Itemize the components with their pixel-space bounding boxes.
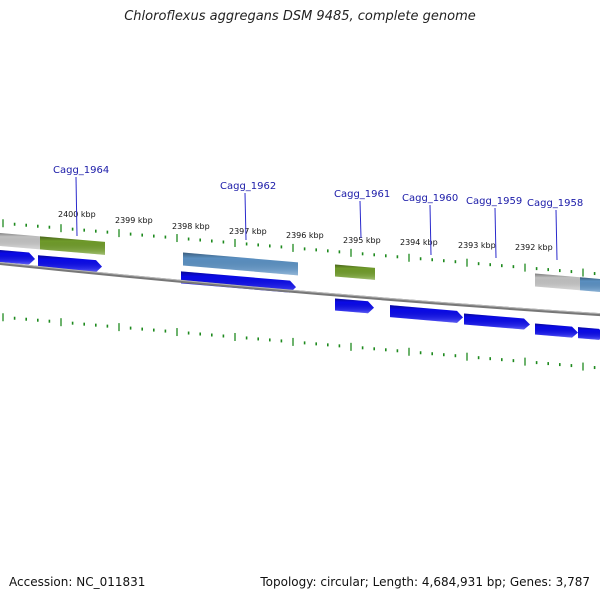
scale-label-kbp: 2397 kbp xyxy=(229,227,267,236)
gene-label: Cagg_1964 xyxy=(53,165,109,176)
genome-backbone-highlight xyxy=(0,262,600,315)
map-title: Chloroflexus aggregans DSM 9485, complet… xyxy=(124,9,476,24)
cds-arrow-shade xyxy=(464,313,530,330)
gene-label: Cagg_1958 xyxy=(527,198,583,209)
cds-arrow-shade xyxy=(578,327,600,340)
genome-backbone xyxy=(0,262,600,317)
feature-gray-left-shade xyxy=(0,233,40,250)
scale-label-kbp: 2398 kbp xyxy=(172,222,210,231)
gene-leader-line xyxy=(494,207,497,259)
genome-summary-text: Topology: circular; Length: 4,684,931 bp… xyxy=(260,575,590,589)
cds-arrow-shade xyxy=(535,323,578,338)
cds-arrow-shade xyxy=(335,298,374,314)
gene-leader-line xyxy=(429,204,432,256)
scale-label-kbp: 2399 kbp xyxy=(115,216,153,225)
feature-steel-right-shade xyxy=(580,277,600,292)
scale-label-kbp: 2395 kbp xyxy=(343,236,381,245)
feature-gray-right-shade xyxy=(535,273,580,291)
scale-label-kbp: 2396 kbp xyxy=(286,231,324,240)
gene-label: Cagg_1959 xyxy=(466,196,522,207)
cds-arrow-shade xyxy=(0,250,35,265)
cds-arrow-shade xyxy=(390,305,463,323)
cds-arrow-shade xyxy=(181,271,296,293)
gene-leader-line xyxy=(359,200,362,239)
gene-label: Cagg_1960 xyxy=(402,193,458,204)
gene-leader-line xyxy=(75,176,78,237)
feature-olive-1961-shade xyxy=(335,264,375,280)
gene-leader-line xyxy=(555,209,558,261)
feature-steel-1962-shade xyxy=(183,252,298,276)
scale-label-kbp: 2392 kbp xyxy=(515,243,553,252)
accession-text: Accession: NC_011831 xyxy=(9,575,146,589)
gene-leader-line xyxy=(244,192,247,241)
gene-label: Cagg_1961 xyxy=(334,189,390,200)
scale-label-kbp: 2394 kbp xyxy=(400,238,438,247)
feature-olive-left-shade xyxy=(40,236,105,255)
gene-label: Cagg_1962 xyxy=(220,181,276,192)
scale-label-kbp: 2393 kbp xyxy=(458,241,496,250)
